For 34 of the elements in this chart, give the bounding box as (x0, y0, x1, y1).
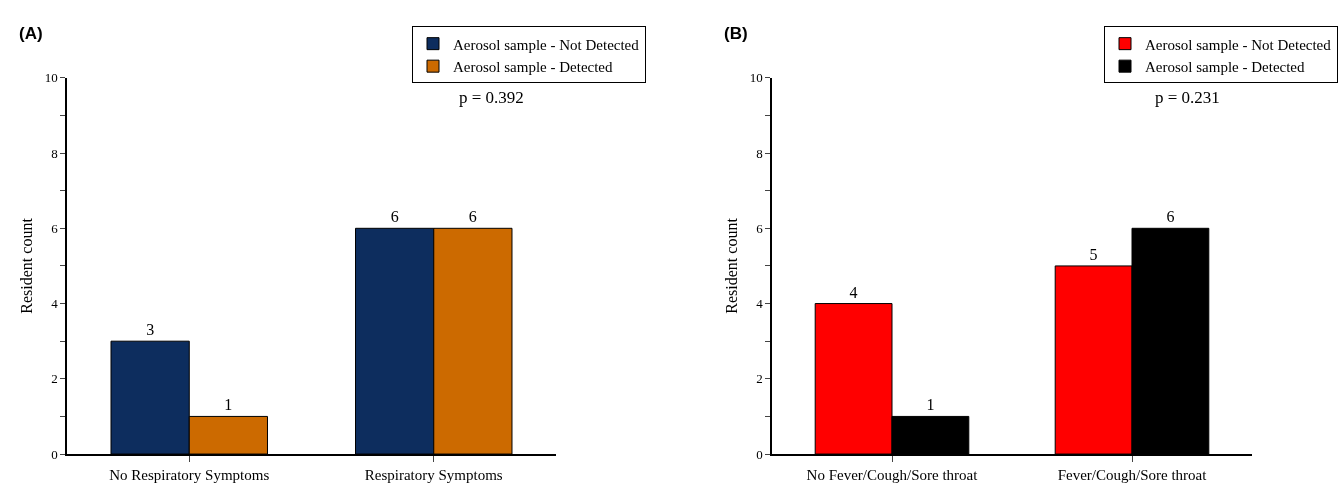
y-tick-label: 8 (51, 145, 58, 161)
y-tick-label: 10 (44, 70, 58, 86)
y-tick-label: 4 (51, 296, 59, 312)
legend-label: Aerosol sample - Not Detected (1145, 36, 1332, 53)
y-tick-label: 2 (756, 371, 763, 387)
annotation: p = 0.392 (459, 88, 524, 107)
y-tick-label: 6 (51, 220, 59, 236)
legend-label: Aerosol sample - Detected (1145, 59, 1306, 75)
y-tick-label: 10 (749, 70, 763, 86)
legend-label: Aerosol sample - Detected (453, 59, 614, 75)
data-label: 6 (468, 208, 477, 226)
y-tick-label: 4 (756, 296, 764, 312)
y-axis-title: Resident count (723, 217, 741, 314)
data-label: 1 (224, 396, 233, 414)
data-label: 5 (1089, 245, 1098, 263)
annotation: p = 0.231 (1155, 88, 1220, 107)
x-tick-label: Respiratory Symptoms (364, 466, 503, 483)
chart-title: (B) (724, 24, 748, 43)
legend-label: Aerosol sample - Not Detected (453, 36, 640, 53)
data-label: 3 (146, 321, 155, 339)
data-label: 6 (390, 208, 399, 226)
x-tick-label: No Fever/Cough/Sore throat (806, 466, 979, 483)
x-tick-label: No Respiratory Symptoms (109, 466, 270, 483)
chart-title: (A) (19, 24, 43, 43)
data-label: 1 (926, 396, 935, 414)
y-tick-label: 8 (756, 145, 763, 161)
y-tick-label: 6 (756, 220, 764, 236)
y-tick-label: 2 (51, 371, 58, 387)
data-label: 4 (849, 283, 858, 301)
y-tick-label: 0 (756, 446, 763, 462)
y-axis-title: Resident count (18, 217, 36, 314)
data-label: 6 (1166, 208, 1175, 226)
y-tick-label: 0 (51, 446, 58, 462)
x-tick-label: Fever/Cough/Sore throat (1057, 466, 1208, 483)
